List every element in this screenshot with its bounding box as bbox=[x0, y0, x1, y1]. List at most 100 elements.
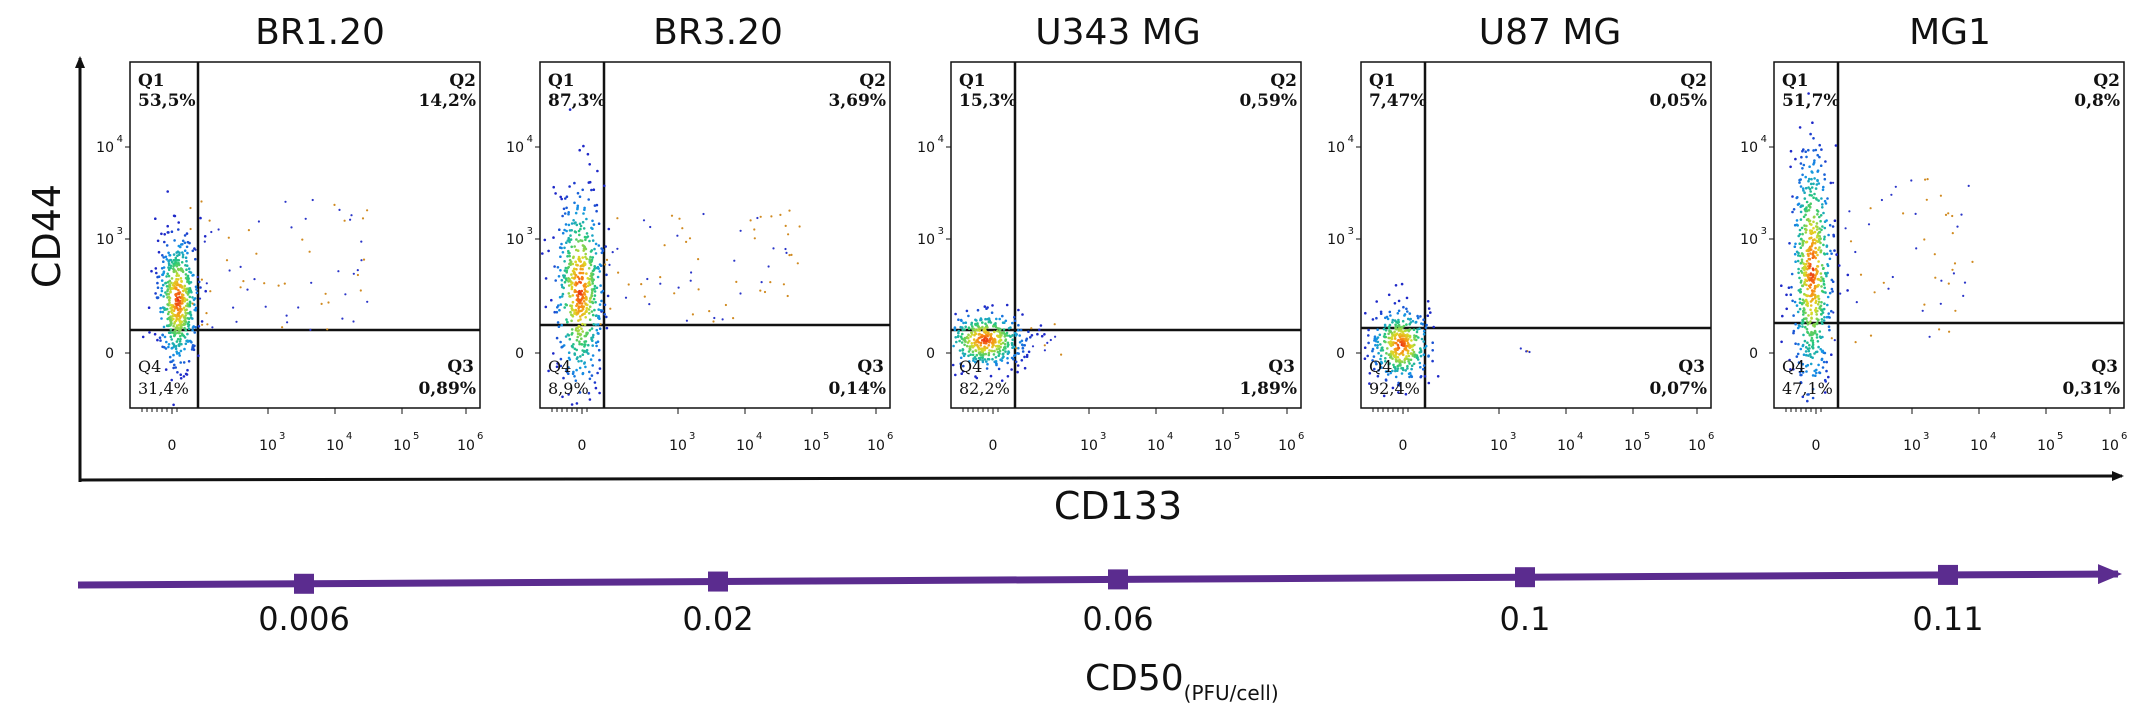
event-dot bbox=[1817, 294, 1820, 298]
event-dot bbox=[178, 329, 181, 333]
event-dot bbox=[176, 278, 180, 281]
event-dot bbox=[178, 251, 181, 254]
event-dot bbox=[562, 286, 565, 290]
event-dot bbox=[178, 301, 181, 305]
event-dot bbox=[784, 247, 787, 251]
event-dot bbox=[1801, 232, 1804, 236]
event-dot bbox=[559, 357, 563, 361]
event-dot bbox=[192, 273, 195, 277]
event-dot bbox=[580, 297, 584, 300]
event-dot bbox=[167, 343, 171, 346]
event-dot bbox=[1814, 350, 1818, 354]
event-dot bbox=[193, 308, 196, 312]
event-dot bbox=[188, 295, 192, 299]
event-dot bbox=[974, 332, 978, 336]
event-dot bbox=[1817, 199, 1820, 202]
event-dot bbox=[571, 276, 574, 280]
event-dot bbox=[1803, 265, 1806, 269]
event-dot bbox=[1805, 155, 1808, 159]
event-dot bbox=[594, 386, 598, 390]
event-dot bbox=[570, 403, 574, 406]
event-dot bbox=[959, 362, 962, 366]
event-dot bbox=[565, 206, 568, 210]
event-dot bbox=[167, 262, 171, 265]
q4-label: Q4 bbox=[959, 357, 982, 376]
event-dot bbox=[1821, 203, 1824, 206]
event-dot bbox=[1420, 322, 1423, 325]
event-dot bbox=[183, 300, 186, 303]
event-dot bbox=[581, 371, 585, 375]
event-dot bbox=[1391, 351, 1395, 354]
event-dot bbox=[967, 326, 971, 330]
event-dot bbox=[1799, 347, 1803, 351]
event-dot bbox=[1830, 287, 1834, 291]
event-dot bbox=[172, 353, 175, 357]
event-dot bbox=[581, 220, 585, 224]
event-dot bbox=[167, 316, 171, 320]
event-dot bbox=[578, 222, 582, 226]
event-dot bbox=[1822, 185, 1825, 189]
event-dot bbox=[1411, 319, 1415, 323]
event-dot bbox=[724, 303, 728, 307]
event-dot bbox=[591, 313, 595, 317]
event-dot bbox=[1817, 297, 1821, 301]
event-dot bbox=[333, 203, 336, 206]
event-dot bbox=[177, 289, 180, 292]
event-dot bbox=[1002, 348, 1005, 352]
event-dot bbox=[565, 318, 568, 321]
event-dot bbox=[1394, 375, 1398, 379]
event-dot bbox=[1820, 264, 1824, 267]
event-dot bbox=[1924, 178, 1927, 181]
event-dot bbox=[1818, 230, 1822, 234]
event-dot bbox=[1410, 345, 1414, 348]
x-tick-exponent: 5 bbox=[2057, 431, 2063, 442]
event-dot bbox=[584, 238, 587, 242]
event-dot bbox=[970, 331, 973, 334]
event-dot bbox=[673, 292, 676, 295]
event-dot bbox=[961, 370, 965, 373]
event-dot bbox=[1833, 249, 1836, 252]
event-dot bbox=[663, 244, 666, 247]
event-dot bbox=[1971, 260, 1974, 263]
event-dot bbox=[1819, 214, 1823, 217]
y-tick-exponent: 3 bbox=[527, 226, 533, 237]
cd50-marker bbox=[1515, 567, 1535, 588]
event-dot bbox=[1821, 267, 1825, 271]
event-dot bbox=[1396, 312, 1400, 315]
event-dot bbox=[1939, 194, 1942, 197]
event-dot bbox=[573, 312, 576, 315]
event-dot bbox=[972, 338, 976, 341]
event-dot bbox=[1815, 333, 1819, 336]
event-dot bbox=[1802, 313, 1805, 316]
event-dot bbox=[1400, 340, 1403, 344]
event-dot bbox=[584, 255, 587, 259]
event-dot bbox=[1375, 337, 1379, 341]
event-dot bbox=[195, 291, 199, 295]
event-dot bbox=[598, 270, 602, 273]
event-dot bbox=[185, 232, 189, 235]
event-dot bbox=[191, 302, 194, 305]
event-dot bbox=[204, 289, 207, 293]
event-dot bbox=[1820, 285, 1823, 288]
event-dot bbox=[1802, 307, 1806, 310]
event-dot bbox=[167, 274, 171, 278]
event-dot bbox=[1390, 344, 1393, 348]
event-dot bbox=[185, 373, 189, 376]
event-dot bbox=[956, 335, 960, 339]
event-dot bbox=[206, 323, 209, 326]
event-dot bbox=[1801, 284, 1804, 288]
event-dot bbox=[1788, 358, 1791, 362]
event-dot bbox=[167, 331, 171, 335]
event-dot bbox=[1002, 355, 1005, 359]
y-tick-label: 0 bbox=[1749, 346, 1758, 362]
event-dot bbox=[173, 305, 176, 309]
event-dot bbox=[1380, 360, 1383, 364]
event-dot bbox=[1811, 341, 1815, 345]
event-dot bbox=[165, 275, 168, 278]
event-dot bbox=[1805, 327, 1809, 331]
event-dot bbox=[796, 262, 799, 265]
event-dot bbox=[1000, 379, 1004, 383]
event-dot bbox=[1380, 366, 1383, 369]
event-dot bbox=[579, 227, 582, 231]
event-dot bbox=[166, 272, 169, 276]
